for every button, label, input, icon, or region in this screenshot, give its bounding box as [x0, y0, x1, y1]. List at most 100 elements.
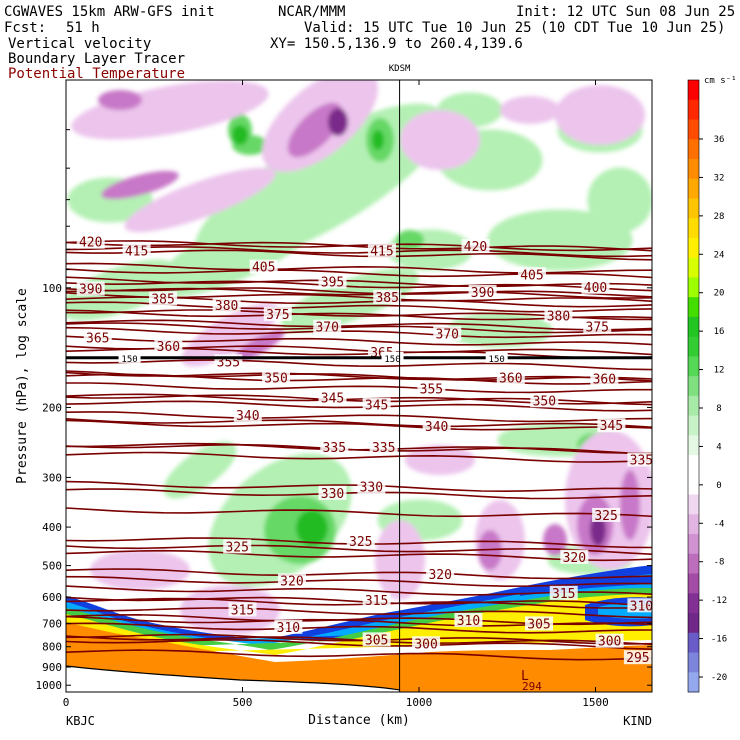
colorbar-swatch	[688, 218, 699, 239]
theta-label-bg	[422, 419, 451, 434]
theta-line	[66, 597, 652, 609]
theta-label: 350	[264, 371, 287, 386]
colorbar-tick-label: 4	[716, 442, 721, 452]
theta-label: 420	[464, 240, 487, 255]
theta-line	[66, 622, 652, 634]
theta-label-bg	[318, 485, 347, 500]
theta-label-bg	[595, 633, 624, 648]
theta-label: 320	[428, 568, 451, 583]
colorbar-swatch	[688, 573, 699, 594]
theta-label: 345	[600, 419, 623, 434]
colorbar-swatch	[688, 435, 699, 456]
theta-label-bg	[313, 319, 342, 334]
theta-label-bg	[592, 507, 621, 522]
x-tick-label: 500	[233, 696, 253, 709]
theta-label-bg	[373, 289, 402, 304]
theta-label: 330	[360, 480, 383, 495]
theta-label: 360	[499, 371, 522, 386]
theta-line	[66, 241, 652, 252]
theta-label-bg	[149, 291, 178, 306]
colorbar-tick-label: 12	[714, 366, 725, 376]
theta-label-bg	[468, 284, 497, 299]
terrain-ground	[66, 666, 400, 692]
theta-label-bg	[597, 418, 626, 433]
y-tick-label: 200	[42, 401, 62, 414]
colorbar-swatch	[688, 553, 699, 575]
y-tick-label: 900	[42, 661, 62, 674]
colorbar-tick-label: 36	[714, 135, 725, 145]
theta-label: 320	[563, 551, 586, 566]
surface-low-label: L	[521, 669, 529, 684]
theta-label: 415	[125, 244, 148, 259]
valid-time: Valid: 15 UTC Tue 10 Jun 25 (10 CDT Tue …	[304, 20, 726, 36]
theta-label-bg	[367, 243, 396, 258]
tropopause-label: 150	[384, 355, 400, 365]
colorbar-swatch	[688, 534, 699, 555]
theta-label-bg	[623, 650, 652, 665]
colorbar-tick-label: 28	[714, 212, 725, 222]
theta-label-bg	[426, 566, 455, 581]
field-vertical-velocity: Vertical velocity	[8, 36, 152, 52]
theta-label-bg	[76, 281, 105, 296]
left-endpoint-label: KBJC	[66, 714, 95, 728]
colorbar-tick-label: -12	[711, 596, 727, 606]
theta-label-bg	[274, 619, 303, 634]
theta-label-bg	[228, 602, 257, 617]
colorbar-tick-label: -16	[711, 635, 727, 645]
colorbar-swatch	[688, 415, 699, 436]
theta-label: 405	[252, 261, 275, 276]
theta-label-bg	[362, 397, 391, 412]
theta-label-bg	[263, 306, 292, 321]
theta-label-bg	[277, 573, 306, 588]
y-tick-label: 300	[42, 471, 62, 484]
theta-label-bg	[318, 390, 347, 405]
colorbar-swatch	[688, 376, 699, 397]
tropopause-label: 150	[489, 355, 505, 365]
theta-label-bg	[320, 440, 349, 455]
forecast-label: Fcst:	[4, 20, 47, 36]
colorbar: 36 32 28 24 20 16 12 8 4 0 -4 -8 -12 -16 -20	[687, 79, 727, 693]
surface-low-value: 294	[522, 680, 542, 693]
theta-label: 310	[457, 614, 480, 629]
theta-line	[66, 287, 652, 299]
colorbar-swatch	[688, 237, 699, 259]
colorbar-tick-label: 0	[716, 481, 721, 491]
vertical-velocity-field	[66, 80, 652, 635]
y-tick-label: 700	[42, 618, 62, 631]
colorbar-unit: cm s⁻¹	[704, 76, 737, 86]
theta-line	[66, 649, 652, 661]
init-time: Init: 12 UTC Sun 08 Jun 25	[516, 4, 736, 20]
theta-label-bg	[627, 598, 656, 613]
theta-line	[66, 326, 652, 339]
terrain-outline	[65, 665, 401, 691]
y-axis: 100 200 300 400 500 600 700 800 900 1000	[36, 129, 652, 692]
theta-label: 300	[598, 635, 621, 650]
cross-section-endpoints: XY= 150.5,136.9 to 260.4,139.6	[270, 36, 523, 52]
colorbar-swatch	[688, 455, 699, 476]
theta-label-bg	[76, 234, 105, 249]
theta-label-bg	[549, 585, 578, 600]
theta-line	[66, 633, 652, 645]
theta-label: 365	[86, 331, 109, 346]
theta-label-bg	[346, 533, 375, 548]
theta-label-bg	[544, 308, 573, 323]
theta-label: 375	[586, 321, 609, 336]
theta-label-bg	[560, 549, 589, 564]
theta-label: 385	[375, 291, 398, 306]
theta-label: 310	[277, 621, 300, 636]
y-tick-label: 800	[42, 641, 62, 654]
colorbar-swatch	[688, 356, 699, 377]
theta-label-bg	[530, 393, 559, 408]
theta-line	[66, 568, 652, 580]
colorbar-swatch	[688, 474, 699, 496]
theta-label-bg	[454, 612, 483, 627]
x-axis: 0 500 1000 1500	[63, 80, 609, 709]
tropopause-label: 150	[121, 355, 137, 365]
theta-line	[66, 359, 652, 371]
updraft-strong-regions	[232, 125, 384, 546]
theta-label-bg	[417, 381, 446, 396]
theta-label-bg	[83, 330, 112, 345]
y-axis-label: Pressure (hPa), log scale	[15, 288, 30, 484]
colorbar-swatch	[688, 613, 699, 634]
y-tick-label: 100	[42, 282, 62, 295]
